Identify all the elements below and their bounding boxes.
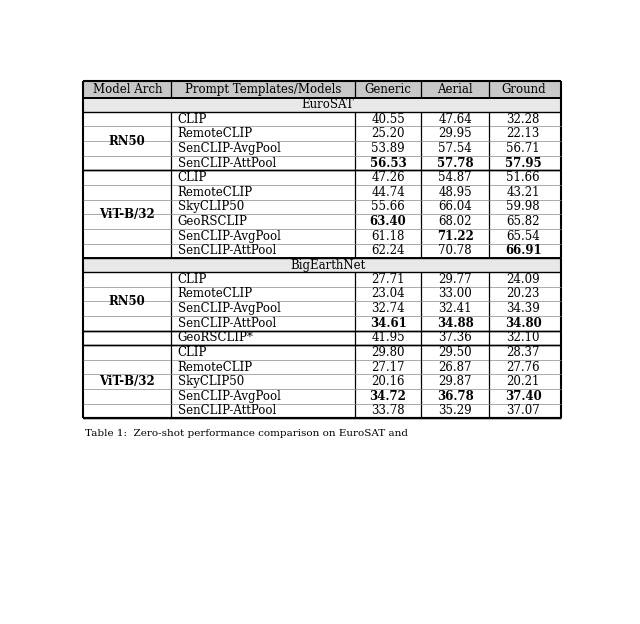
Text: 28.37: 28.37 [506, 346, 540, 359]
Text: 44.74: 44.74 [371, 186, 405, 199]
Text: RN50: RN50 [109, 135, 146, 148]
Text: SenCLIP-AttPool: SenCLIP-AttPool [178, 157, 276, 170]
Text: GeoRSCLIP: GeoRSCLIP [178, 215, 248, 228]
Text: RemoteCLIP: RemoteCLIP [178, 288, 253, 300]
Text: 29.87: 29.87 [438, 375, 472, 388]
Text: 33.00: 33.00 [438, 288, 472, 300]
Text: Generic: Generic [365, 83, 412, 96]
Text: 29.77: 29.77 [438, 273, 472, 286]
Text: SenCLIP-AvgPool: SenCLIP-AvgPool [178, 142, 280, 155]
Text: SenCLIP-AttPool: SenCLIP-AttPool [178, 245, 276, 257]
Text: 37.40: 37.40 [505, 390, 541, 403]
Text: CLIP: CLIP [178, 346, 207, 359]
Text: EuroSAT: EuroSAT [301, 99, 355, 112]
Text: 26.87: 26.87 [438, 361, 472, 374]
Text: 55.66: 55.66 [371, 200, 405, 213]
Text: 61.18: 61.18 [371, 230, 404, 243]
Text: 33.78: 33.78 [371, 404, 405, 417]
Text: 40.55: 40.55 [371, 113, 405, 125]
Text: 62.24: 62.24 [371, 245, 405, 257]
Text: 29.50: 29.50 [438, 346, 472, 359]
Text: 20.21: 20.21 [507, 375, 540, 388]
Text: SenCLIP-AvgPool: SenCLIP-AvgPool [178, 390, 280, 403]
Text: 29.95: 29.95 [438, 127, 472, 140]
Text: 57.54: 57.54 [438, 142, 472, 155]
Text: 41.95: 41.95 [371, 331, 405, 344]
Text: 23.04: 23.04 [371, 288, 405, 300]
Text: Ground: Ground [501, 83, 546, 96]
Text: CLIP: CLIP [178, 273, 207, 286]
Text: 51.66: 51.66 [506, 171, 540, 184]
Bar [83, 81, 561, 98]
Text: RemoteCLIP: RemoteCLIP [178, 127, 253, 140]
Text: 27.71: 27.71 [371, 273, 405, 286]
Text: 71.22: 71.22 [436, 230, 474, 243]
Text: 47.64: 47.64 [438, 113, 472, 125]
Text: 22.13: 22.13 [507, 127, 540, 140]
Text: ViT-B/32: ViT-B/32 [99, 375, 155, 388]
Text: 56.53: 56.53 [370, 157, 406, 170]
Text: 57.95: 57.95 [505, 157, 541, 170]
Text: 32.74: 32.74 [371, 302, 405, 315]
Text: 34.72: 34.72 [370, 390, 406, 403]
Text: BigEarthNet: BigEarthNet [291, 258, 365, 271]
Text: 34.88: 34.88 [436, 317, 474, 329]
Text: SkyCLIP50: SkyCLIP50 [178, 200, 244, 213]
Text: 65.82: 65.82 [506, 215, 540, 228]
Text: 59.98: 59.98 [506, 200, 540, 213]
Text: Aerial: Aerial [437, 83, 473, 96]
Text: 20.16: 20.16 [371, 375, 405, 388]
Text: 47.26: 47.26 [371, 171, 405, 184]
Text: 32.10: 32.10 [506, 331, 540, 344]
Text: SenCLIP-AvgPool: SenCLIP-AvgPool [178, 302, 280, 315]
Text: 53.89: 53.89 [371, 142, 405, 155]
Bar [83, 98, 561, 112]
Text: 20.23: 20.23 [506, 288, 540, 300]
Text: ViT-B/32: ViT-B/32 [99, 208, 155, 221]
Text: RemoteCLIP: RemoteCLIP [178, 186, 253, 199]
Text: 65.54: 65.54 [506, 230, 540, 243]
Text: 66.91: 66.91 [505, 245, 541, 257]
Text: 70.78: 70.78 [438, 245, 472, 257]
Text: Prompt Templates/Models: Prompt Templates/Models [185, 83, 342, 96]
Text: RemoteCLIP: RemoteCLIP [178, 361, 253, 374]
Text: 35.29: 35.29 [438, 404, 472, 417]
Text: 56.71: 56.71 [506, 142, 540, 155]
Text: Table 1:  Zero-shot performance comparison on EuroSAT and: Table 1: Zero-shot performance compariso… [84, 429, 408, 438]
Text: 36.78: 36.78 [436, 390, 474, 403]
Text: Model Arch: Model Arch [93, 83, 162, 96]
Text: 32.41: 32.41 [438, 302, 472, 315]
Text: RN50: RN50 [109, 295, 146, 308]
Text: SenCLIP-AttPool: SenCLIP-AttPool [178, 404, 276, 417]
Text: 54.87: 54.87 [438, 171, 472, 184]
Text: CLIP: CLIP [178, 171, 207, 184]
Text: 34.39: 34.39 [506, 302, 540, 315]
Text: 43.21: 43.21 [506, 186, 540, 199]
Text: 48.95: 48.95 [438, 186, 472, 199]
Text: 57.78: 57.78 [436, 157, 474, 170]
Text: GeoRSCLIP*: GeoRSCLIP* [178, 331, 253, 344]
Text: 37.36: 37.36 [438, 331, 472, 344]
Text: SkyCLIP50: SkyCLIP50 [178, 375, 244, 388]
Bar [83, 258, 561, 272]
Text: 63.40: 63.40 [370, 215, 406, 228]
Text: 37.07: 37.07 [506, 404, 540, 417]
Text: 25.20: 25.20 [371, 127, 405, 140]
Text: 34.80: 34.80 [505, 317, 541, 329]
Text: 27.17: 27.17 [371, 361, 405, 374]
Text: 66.04: 66.04 [438, 200, 472, 213]
Text: 34.61: 34.61 [370, 317, 406, 329]
Text: CLIP: CLIP [178, 113, 207, 125]
Text: SenCLIP-AttPool: SenCLIP-AttPool [178, 317, 276, 329]
Text: 32.28: 32.28 [507, 113, 540, 125]
Text: 68.02: 68.02 [438, 215, 472, 228]
Text: 29.80: 29.80 [371, 346, 405, 359]
Text: 24.09: 24.09 [506, 273, 540, 286]
Text: 27.76: 27.76 [506, 361, 540, 374]
Text: SenCLIP-AvgPool: SenCLIP-AvgPool [178, 230, 280, 243]
